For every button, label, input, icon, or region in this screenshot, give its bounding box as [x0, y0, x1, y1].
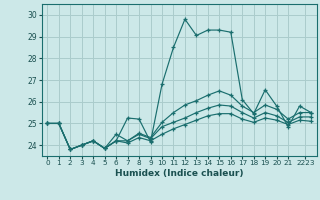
X-axis label: Humidex (Indice chaleur): Humidex (Indice chaleur): [115, 169, 244, 178]
